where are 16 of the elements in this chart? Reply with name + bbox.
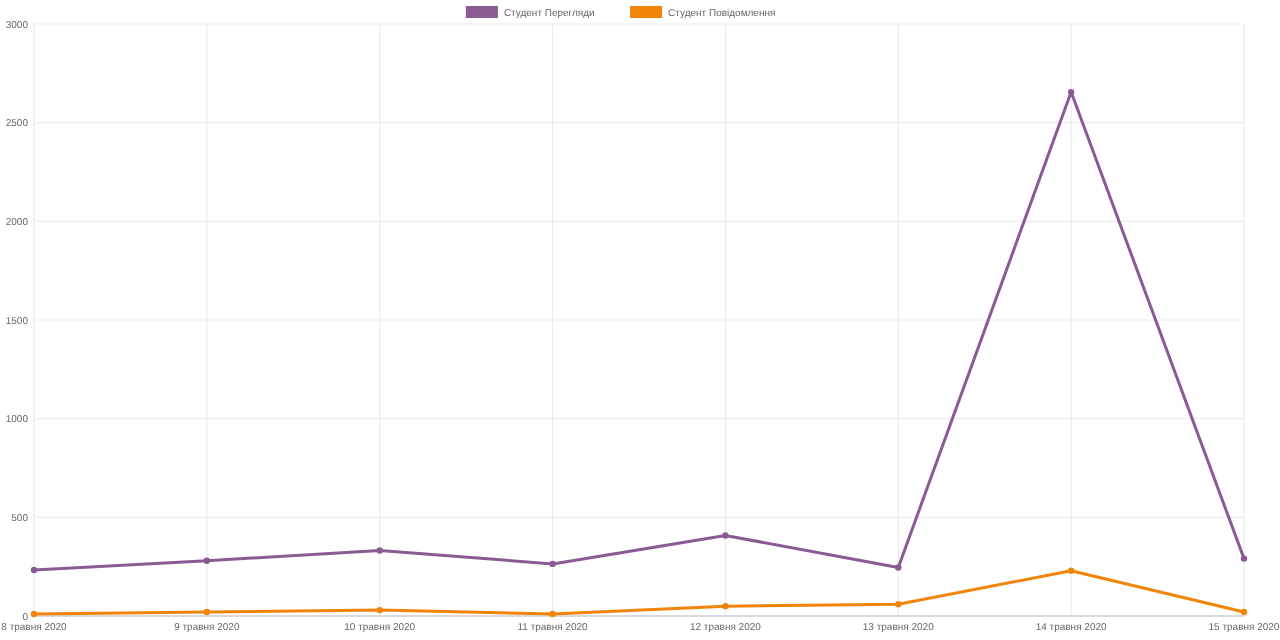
point	[722, 532, 729, 539]
point	[895, 564, 902, 571]
point	[895, 600, 902, 608]
point	[1067, 567, 1075, 575]
point	[1067, 88, 1075, 96]
point	[376, 547, 383, 554]
point	[1240, 555, 1248, 562]
point	[1240, 608, 1248, 616]
point	[203, 608, 211, 616]
point	[722, 602, 729, 610]
point	[30, 610, 38, 618]
point	[549, 560, 556, 568]
point	[549, 610, 556, 618]
point	[203, 557, 211, 564]
point	[30, 566, 38, 574]
point	[376, 606, 383, 614]
